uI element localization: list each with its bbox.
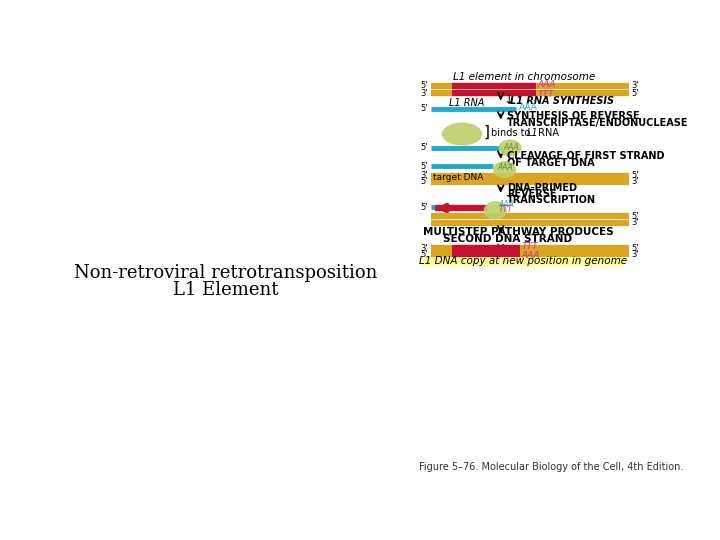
Ellipse shape [443, 123, 482, 145]
Text: 5': 5' [631, 244, 639, 253]
Text: L1 element in chromosome: L1 element in chromosome [453, 72, 595, 82]
Text: OF TARGET DNA: OF TARGET DNA [507, 158, 595, 167]
Text: MULTISTEP PATHWAY PRODUCES: MULTISTEP PATHWAY PRODUCES [423, 227, 614, 237]
Text: AAA: AAA [503, 143, 519, 152]
Text: 5': 5' [420, 104, 428, 113]
Text: 5': 5' [631, 89, 639, 98]
Text: DNA-PRIMED: DNA-PRIMED [507, 183, 577, 193]
Text: Non-retroviral retrotransposition: Non-retroviral retrotransposition [74, 264, 377, 282]
Ellipse shape [485, 202, 506, 219]
Text: 3': 3' [420, 244, 428, 253]
Text: 3': 3' [631, 81, 639, 90]
Text: L1 RNA: L1 RNA [449, 98, 484, 107]
Text: ↓: ↓ [503, 94, 513, 107]
Text: 3': 3' [420, 89, 428, 98]
Text: 5': 5' [420, 81, 428, 90]
Text: 3': 3' [631, 249, 639, 259]
Text: AAA: AAA [498, 163, 513, 172]
Text: TTT: TTT [498, 205, 513, 214]
Text: 3': 3' [631, 177, 639, 186]
Text: SECOND DNA STRAND: SECOND DNA STRAND [443, 234, 572, 244]
Text: binds to: binds to [492, 127, 531, 138]
Text: 5': 5' [420, 249, 428, 259]
Text: AAA: AAA [537, 80, 556, 89]
Text: RNA: RNA [535, 127, 559, 138]
Text: 5': 5' [631, 212, 639, 221]
Text: TTT: TTT [537, 90, 554, 99]
Text: TRANSCRIPTASE/ENDONUCLEASE: TRANSCRIPTASE/ENDONUCLEASE [507, 118, 688, 129]
Text: CLEAVAGE OF FIRST STRAND: CLEAVAGE OF FIRST STRAND [507, 151, 665, 161]
Text: AAA: AAA [498, 200, 514, 210]
Ellipse shape [494, 162, 516, 177]
Text: AAA: AAA [518, 104, 537, 112]
FancyBboxPatch shape [422, 256, 625, 267]
Text: 5': 5' [631, 171, 639, 180]
Text: Figure 5–76. Molecular Biology of the Cell, 4th Edition.: Figure 5–76. Molecular Biology of the Ce… [419, 462, 684, 472]
Text: 5': 5' [420, 202, 428, 212]
Text: 5': 5' [420, 177, 428, 186]
Text: TTT: TTT [522, 242, 538, 251]
Text: 5': 5' [420, 162, 428, 171]
Text: REVERSE: REVERSE [507, 189, 557, 199]
Text: target DNA: target DNA [433, 173, 484, 182]
Ellipse shape [499, 140, 521, 156]
Text: SYNTHESIS OF REVERSE: SYNTHESIS OF REVERSE [507, 111, 639, 122]
Text: ]: ] [484, 125, 490, 140]
Text: 3': 3' [631, 218, 639, 227]
Text: AAA: AAA [522, 251, 540, 260]
Text: TRANSCRIPTION: TRANSCRIPTION [507, 195, 596, 205]
Text: L1 DNA copy at new position in genome: L1 DNA copy at new position in genome [419, 256, 627, 266]
Text: L1 RNA SYNTHESIS: L1 RNA SYNTHESIS [510, 96, 614, 106]
Text: 3': 3' [420, 171, 428, 180]
Text: L1 Element: L1 Element [173, 281, 279, 299]
Text: L1: L1 [527, 127, 539, 138]
Text: 5': 5' [420, 144, 428, 152]
